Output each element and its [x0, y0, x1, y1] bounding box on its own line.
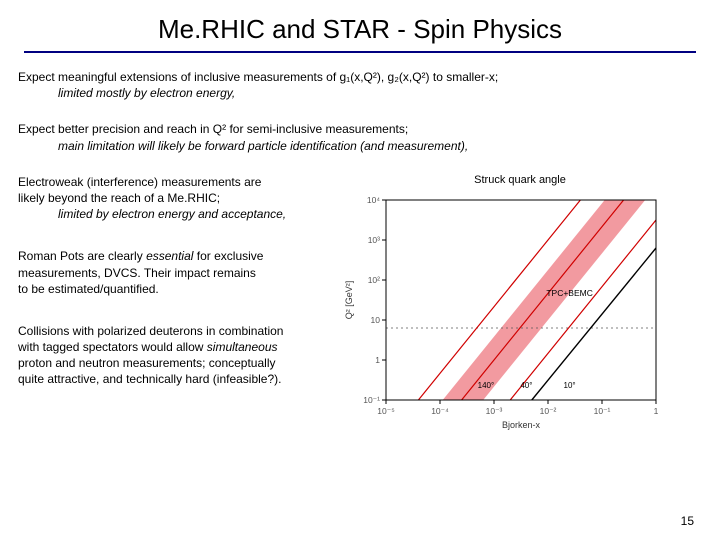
para-semiinclusive: Expect better precision and reach in Q² … — [18, 121, 702, 153]
para3-indent: limited by electron energy and acceptanc… — [18, 206, 338, 222]
para-inclusive: Expect meaningful extensions of inclusiv… — [18, 69, 702, 101]
svg-text:1: 1 — [654, 406, 659, 416]
svg-text:10⁻⁴: 10⁻⁴ — [431, 406, 449, 416]
para5-l2: with tagged spectators would allow simul… — [18, 340, 278, 354]
page-number: 15 — [681, 514, 694, 528]
svg-text:40°: 40° — [520, 381, 532, 390]
para5-l3: proton and neutron measurements; concept… — [18, 356, 276, 370]
svg-text:140°: 140° — [478, 381, 495, 390]
para4-l3: to be estimated/quantified. — [18, 282, 159, 296]
svg-text:Bjorken-x: Bjorken-x — [502, 420, 541, 430]
para4-l2: measurements, DVCS. Their impact remains — [18, 266, 256, 280]
para-roman-pots: Roman Pots are clearly essential for exc… — [18, 248, 338, 297]
chart-region: Struck quark angle 10⁻⁵10⁻⁴10⁻³10⁻²10⁻¹1… — [338, 174, 702, 440]
svg-text:TPC+BEMC: TPC+BEMC — [546, 288, 593, 298]
para3-l1: Electroweak (interference) measurements … — [18, 175, 261, 189]
svg-text:10⁻¹: 10⁻¹ — [594, 406, 611, 416]
svg-text:10²: 10² — [368, 275, 380, 285]
svg-text:10⁴: 10⁴ — [367, 195, 380, 205]
title-rule — [24, 51, 696, 53]
para2-indent: main limitation will likely be forward p… — [18, 138, 702, 154]
svg-text:10⁻²: 10⁻² — [540, 406, 557, 416]
para1-indent: limited mostly by electron energy, — [18, 85, 702, 101]
para1-main: Expect meaningful extensions of inclusiv… — [18, 70, 498, 84]
para4-l1: Roman Pots are clearly essential for exc… — [18, 249, 263, 263]
svg-text:Q² [GeV²]: Q² [GeV²] — [344, 280, 354, 319]
page-title: Me.RHIC and STAR - Spin Physics — [0, 0, 720, 51]
para5-l1: Collisions with polarized deuterons in c… — [18, 324, 283, 338]
svg-text:10³: 10³ — [368, 235, 380, 245]
para5-l4: quite attractive, and technically hard (… — [18, 372, 281, 386]
svg-text:10: 10 — [371, 315, 381, 325]
para2-main: Expect better precision and reach in Q² … — [18, 122, 408, 136]
svg-text:10⁻¹: 10⁻¹ — [363, 395, 380, 405]
chart-title: Struck quark angle — [338, 174, 702, 186]
svg-text:10⁻³: 10⁻³ — [486, 406, 503, 416]
para3-l2: likely beyond the reach of a Me.RHIC; — [18, 191, 220, 205]
para-electroweak: Electroweak (interference) measurements … — [18, 174, 338, 223]
para-deuterons: Collisions with polarized deuterons in c… — [18, 323, 338, 388]
svg-text:1: 1 — [375, 355, 380, 365]
svg-text:10⁻⁵: 10⁻⁵ — [377, 406, 394, 416]
left-column: Electroweak (interference) measurements … — [18, 174, 338, 440]
svg-text:10°: 10° — [564, 381, 576, 390]
struck-quark-chart: 10⁻⁵ 10⁻⁴ 10⁻³ 10⁻² 10⁻¹ 1 10⁻¹ 1 10 10² 10³ 10⁴ Bjo… — [338, 190, 668, 440]
